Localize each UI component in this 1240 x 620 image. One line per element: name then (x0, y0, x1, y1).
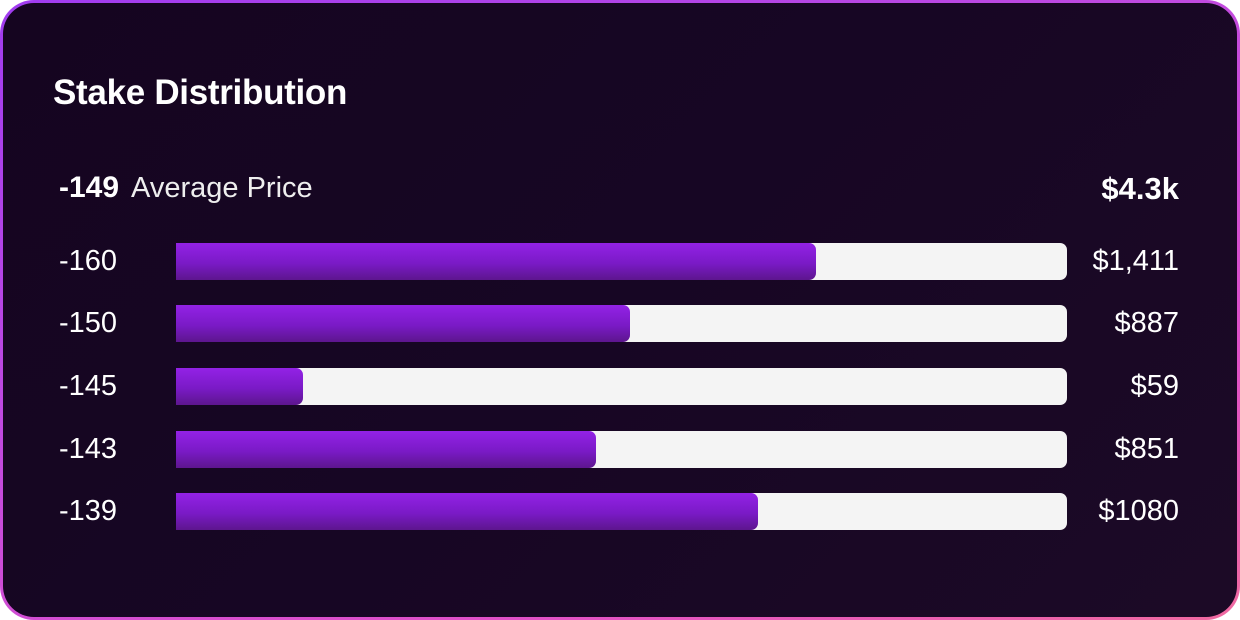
bar-row: -145 $59 (3, 368, 1237, 405)
bar-fill (176, 431, 596, 468)
bar-row: -139 $1080 (3, 493, 1237, 530)
bar-row: -150 $887 (3, 305, 1237, 342)
row-odds-label: -145 (59, 370, 118, 402)
row-stake-value: $887 (1114, 307, 1179, 339)
average-price-value: -149 (59, 171, 120, 204)
bar-track (176, 243, 1067, 280)
bar-track (176, 431, 1067, 468)
bar-row: -160 $1,411 (3, 243, 1237, 280)
bar-row: -143 $851 (3, 431, 1237, 468)
bar-fill (176, 368, 303, 405)
row-odds-label: -160 (59, 245, 118, 277)
bar-track (176, 493, 1067, 530)
bar-fill (176, 493, 758, 530)
average-price-summary: -149 Average Price (59, 171, 313, 205)
average-price-label: Average Price (131, 172, 313, 204)
row-odds-label: -150 (59, 307, 118, 339)
bar-fill (176, 305, 630, 342)
row-stake-value: $851 (1114, 433, 1179, 465)
bar-track (176, 368, 1067, 405)
stake-distribution-card: Stake Distribution -149 Average Price $4… (3, 3, 1237, 617)
row-stake-value: $1,411 (1092, 245, 1179, 277)
total-stake: $4.3k (1101, 171, 1179, 206)
bar-fill (176, 243, 816, 280)
row-stake-value: $59 (1130, 370, 1179, 402)
row-odds-label: -139 (59, 495, 118, 527)
card-title: Stake Distribution (53, 73, 348, 112)
row-stake-value: $1080 (1098, 495, 1179, 527)
bar-track (176, 305, 1067, 342)
row-odds-label: -143 (59, 433, 118, 465)
